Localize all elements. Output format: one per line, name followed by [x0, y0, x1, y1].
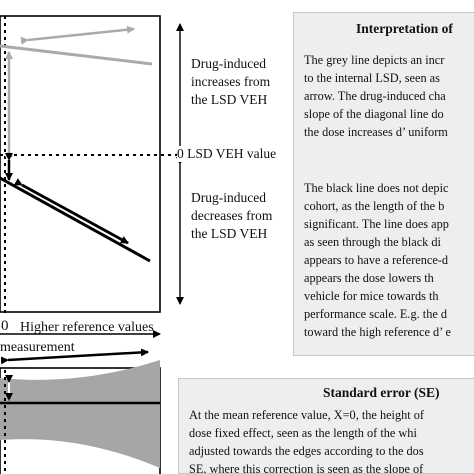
zero-value-label: 0 LSD VEH value: [177, 146, 279, 162]
black-slope-double-arrow: [13, 178, 129, 245]
x-axis-zero-tick: 0: [1, 318, 9, 334]
interp-p1-line-1: The grey line depicts an incr: [304, 53, 445, 67]
interp-p2-line-2: cohort, as the length of the b: [304, 199, 445, 213]
interpretation-title: Interpretation of: [356, 21, 453, 36]
se-width-double-arrow: [0, 348, 149, 365]
se-title: Standard error (SE): [323, 385, 440, 400]
x-axis-measurement-label: measurement: [0, 340, 75, 355]
grey-dose-line: [0, 44, 153, 66]
interp-p2-line-7: vehicle for mice towards th: [304, 289, 439, 303]
increases-label-2: increases from: [191, 74, 271, 89]
interp-p2-line-1: The black line does not depic: [304, 181, 449, 195]
interp-p2-line-8: performance scale. E.g. the d: [304, 307, 448, 321]
se-panel: Standard error (SE) At the mean referenc…: [178, 378, 474, 474]
grey-slope-double-arrow: [20, 25, 135, 45]
se-confidence-band: [0, 360, 160, 468]
black-dose-line: [0, 176, 151, 263]
se-line-4: SE, where this correction is seen as the…: [189, 462, 424, 474]
increases-label-1: Drug-induced: [191, 56, 266, 71]
se-line-1: At the mean reference value, X=0, the he…: [189, 408, 425, 422]
interp-p2-line-4: as seen through the black di: [304, 235, 441, 249]
interp-p2-line-6: appears the dose lowers th: [304, 271, 434, 285]
interp-p2-line-5: appears to have a reference-d: [304, 253, 449, 267]
interp-p1-line-5: the dose increases d’ uniform: [304, 125, 448, 139]
interpretation-panel: Interpretation of The grey line depicts …: [293, 12, 474, 356]
interp-p1-line-4: slope of the diagonal line do: [304, 107, 444, 121]
interp-p1-line-2: to the internal LSD, seen as: [304, 71, 440, 85]
interp-p2-line-3: significant. The line does app: [304, 217, 449, 231]
increases-label-3: the LSD VEH: [191, 92, 268, 107]
decreases-label-1: Drug-induced: [191, 190, 266, 205]
se-line-2: dose fixed effect, seen as the length of…: [189, 426, 417, 440]
x-axis-higher-label: Higher reference values: [20, 320, 154, 335]
interp-p2-line-9: toward the high reference d’ e: [304, 325, 451, 339]
interp-p1-line-3: arrow. The drug-induced cha: [304, 89, 446, 103]
plot-frame: [0, 15, 161, 313]
decreases-label-3: the LSD VEH: [191, 226, 268, 241]
se-line-3: adjusted towards the edges according to …: [189, 444, 424, 458]
decreases-label-2: decreases from: [191, 208, 273, 223]
